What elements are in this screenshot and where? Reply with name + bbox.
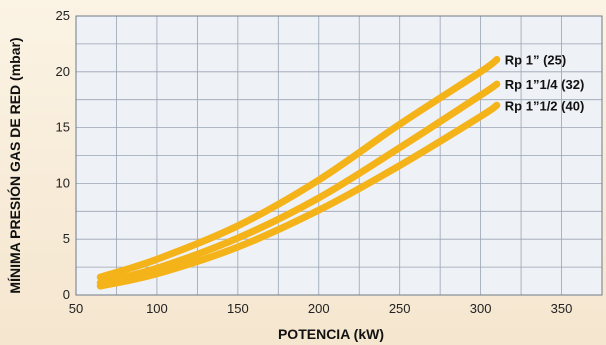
x-tick-label: 50 [69,301,83,316]
series-label-3: Rp 1”1/2 (40) [505,98,584,113]
x-tick-label: 150 [227,301,249,316]
x-tick-label: 250 [389,301,411,316]
grid [76,16,602,295]
series-line-1 [96,56,501,281]
series-lines [96,56,501,290]
y-tick-label: 25 [56,8,70,23]
x-axis-title: POTENCIA (kW) [278,326,384,342]
y-axis-title: MÍNIMA PRESIÓN GAS DE RED (mbar) [6,37,23,293]
x-tick-label: 200 [308,301,330,316]
x-axis-ticks: 50 100 150 200 250 300 350 [69,301,573,316]
x-tick-label: 350 [551,301,573,316]
series-labels: Rp 1” (25) Rp 1”1/4 (32) Rp 1”1/2 (40) [505,53,584,114]
y-axis-ticks: 0 5 10 15 20 25 [56,8,70,302]
plot-border [75,15,603,296]
x-tick-label: 300 [470,301,492,316]
series-line-2 [96,80,501,287]
y-tick-label: 15 [56,120,70,135]
y-tick-label: 20 [56,64,70,79]
y-tick-label: 5 [63,231,70,246]
y-tick-label: 10 [56,175,70,190]
plot-frame [75,15,603,296]
series-label-2: Rp 1”1/4 (32) [505,77,584,92]
x-tick-label: 100 [146,301,168,316]
y-tick-label: 0 [63,287,70,302]
series-label-1: Rp 1” (25) [505,53,566,68]
series-line-3 [96,101,501,290]
